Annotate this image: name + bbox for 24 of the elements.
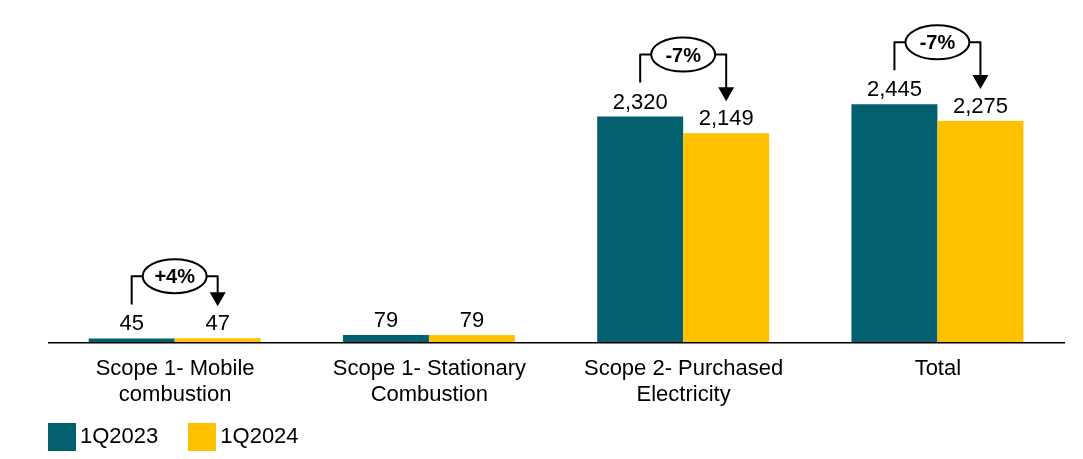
bar bbox=[851, 104, 938, 343]
data-label: 2,275 bbox=[952, 92, 1008, 118]
annotation: +4% bbox=[154, 265, 196, 288]
data-label: 47 bbox=[205, 310, 230, 336]
bar bbox=[683, 133, 770, 343]
data-label: 2,149 bbox=[698, 105, 754, 131]
bar bbox=[342, 335, 429, 343]
bar bbox=[88, 338, 175, 343]
x-tick-label: Scope 2- Purchased Electricity bbox=[583, 354, 784, 406]
annotation: -7% bbox=[665, 43, 702, 66]
data-label: 2,445 bbox=[866, 76, 922, 102]
legend-label: 1Q2023 bbox=[80, 422, 159, 448]
legend-label: 1Q2024 bbox=[220, 422, 299, 448]
bar bbox=[428, 335, 515, 343]
data-label: 45 bbox=[119, 310, 144, 336]
data-label: 2,320 bbox=[612, 88, 668, 114]
data-label: 79 bbox=[459, 307, 485, 333]
x-tick-label: Scope 1- Stationary Combustion bbox=[332, 354, 526, 406]
bar bbox=[937, 120, 1024, 343]
data-label: 79 bbox=[373, 307, 399, 333]
bar bbox=[597, 116, 684, 343]
x-tick-label: Total bbox=[914, 354, 962, 380]
x-tick-label: Scope 1- Mobile combustion bbox=[95, 354, 255, 406]
annotation: -7% bbox=[919, 31, 956, 54]
